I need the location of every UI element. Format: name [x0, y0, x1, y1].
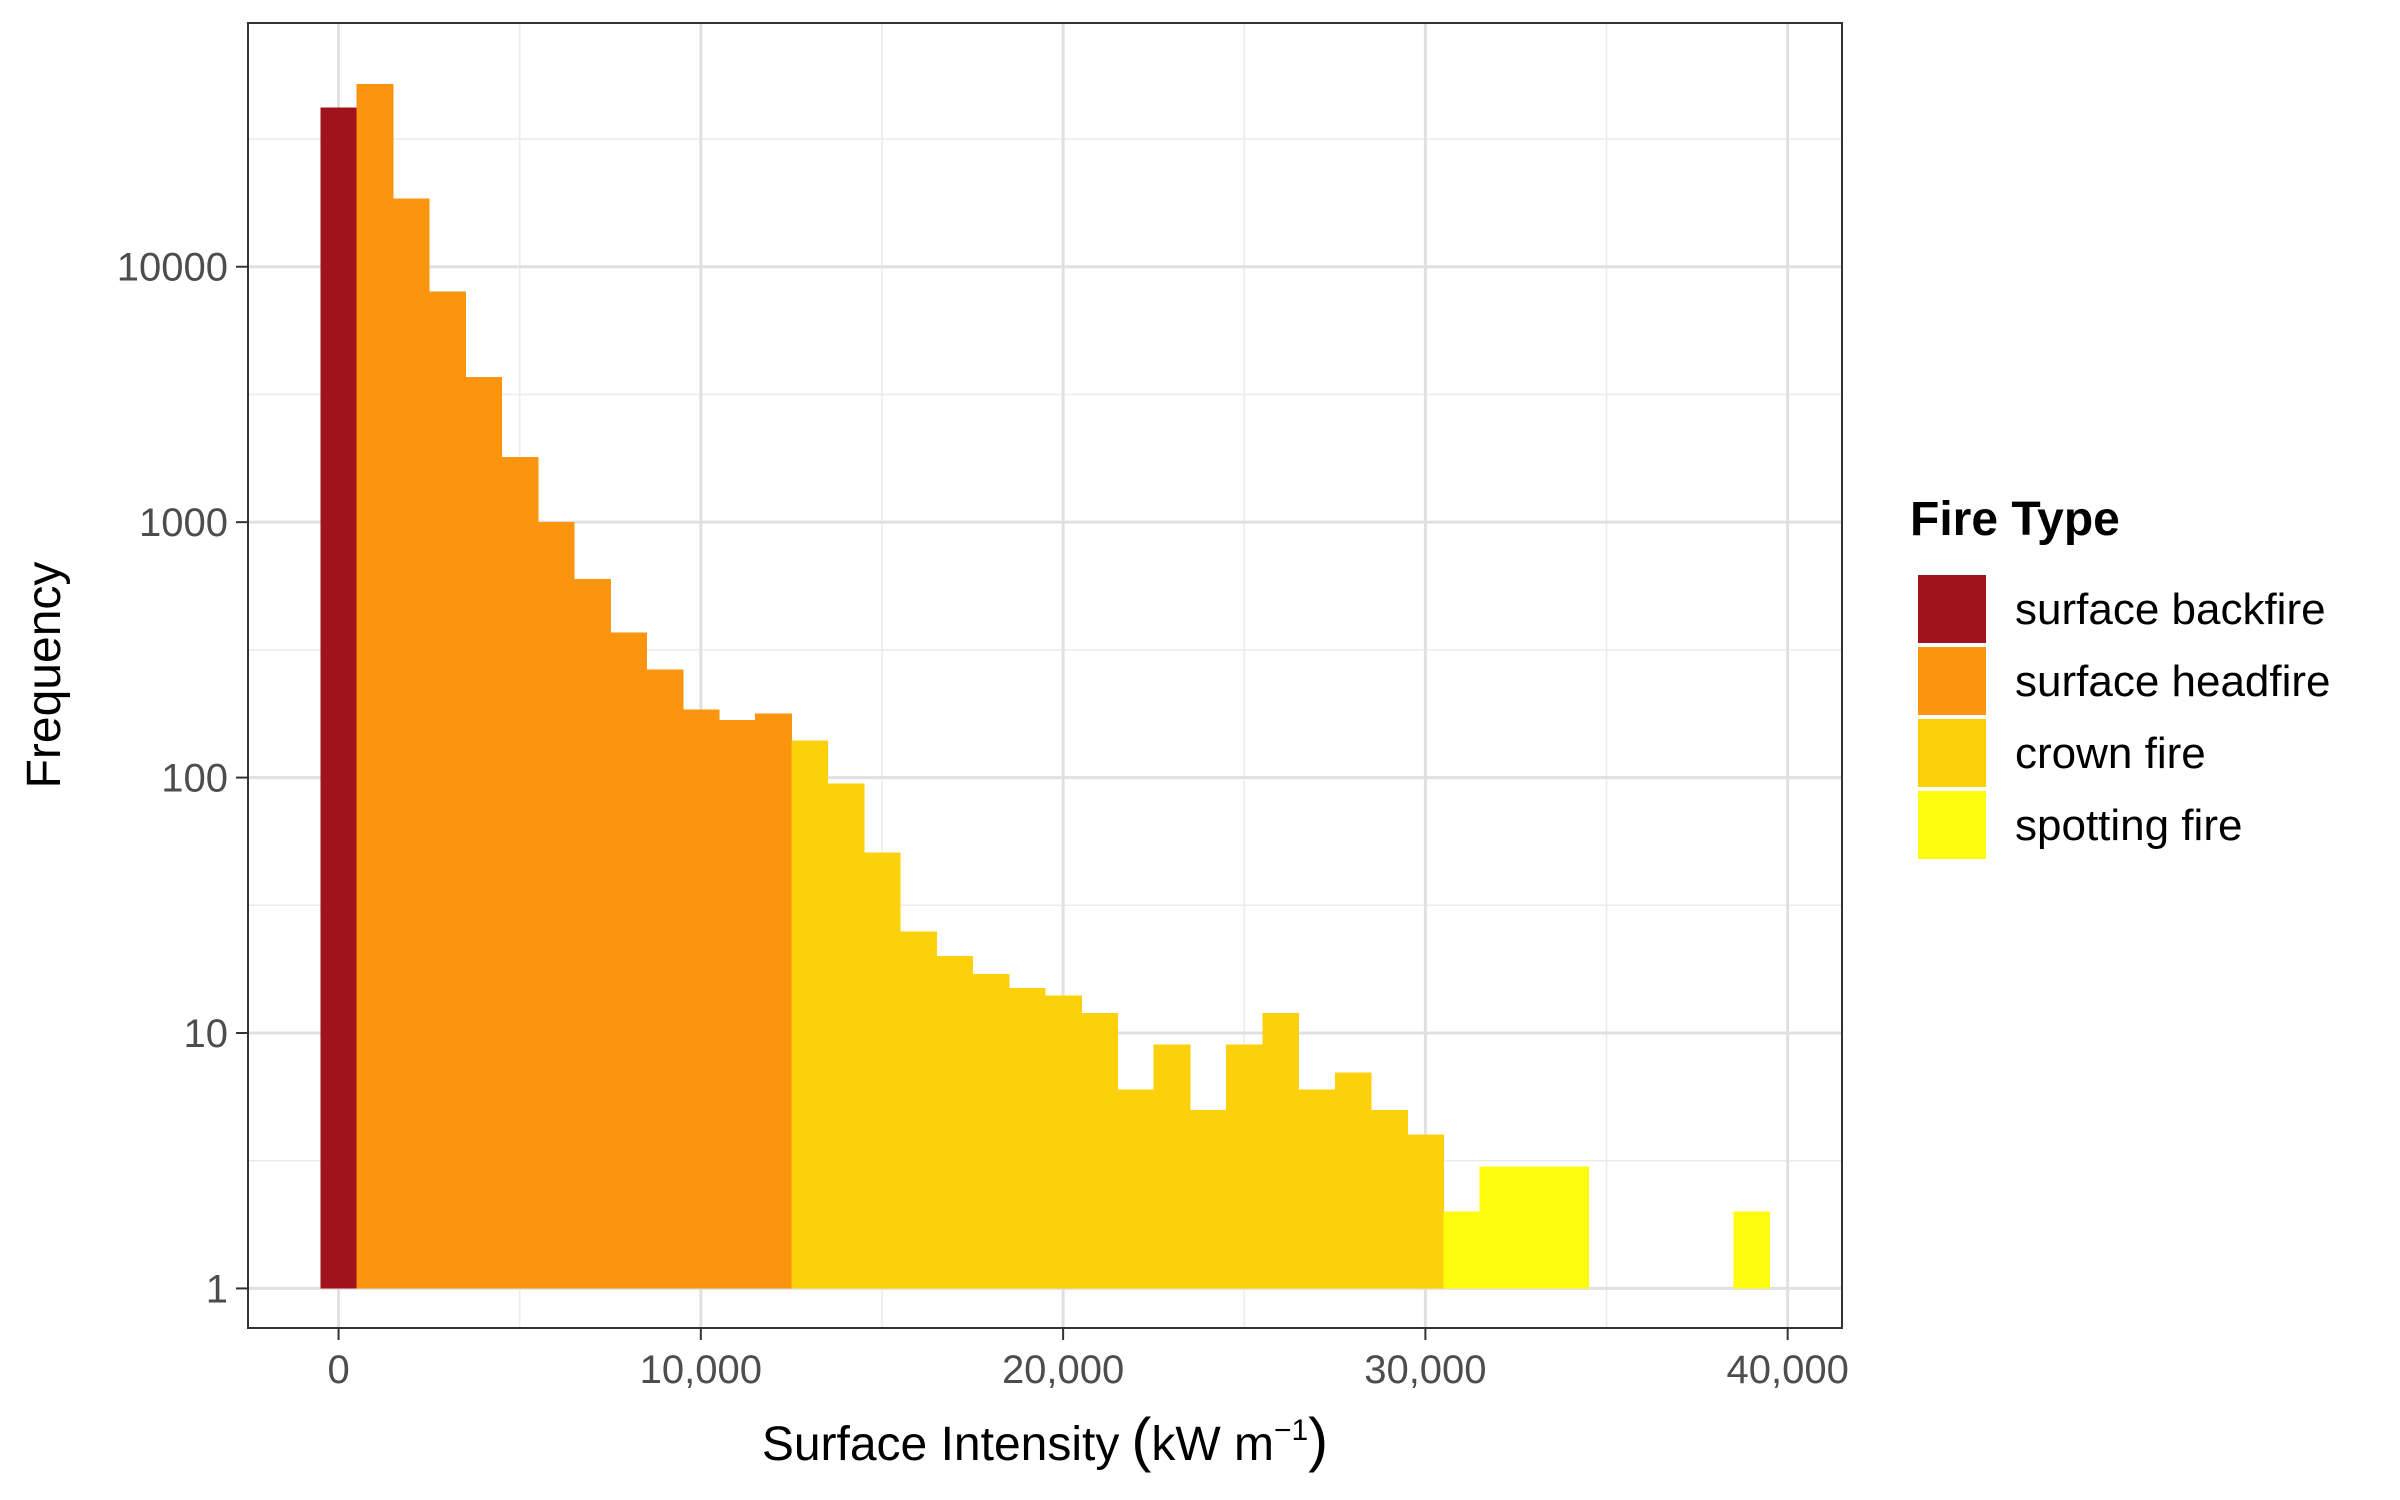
histogram-bar — [646, 669, 684, 1289]
histogram-bar — [356, 83, 394, 1289]
histogram-bar — [791, 740, 829, 1289]
x-axis-unit-open-paren: ( — [1131, 1406, 1151, 1473]
legend-swatch — [1918, 719, 1986, 787]
histogram-bar — [972, 974, 1010, 1289]
x-tick-label: 10,000 — [640, 1348, 762, 1392]
histogram-bar — [900, 931, 937, 1289]
histogram-bar — [320, 107, 358, 1289]
y-tick-label: 10 — [184, 1012, 229, 1056]
histogram-bar — [1298, 1089, 1336, 1289]
histogram-bar — [1081, 1012, 1119, 1289]
histogram-bar — [1515, 1166, 1553, 1289]
histogram-bar — [465, 377, 503, 1289]
x-axis: 0 10,000 20,000 30,000 40,000 — [327, 1328, 1849, 1392]
legend-title: Fire Type — [1910, 493, 2120, 546]
legend-swatch — [1918, 791, 1986, 859]
x-axis-unit-close-paren: ) — [1308, 1406, 1328, 1473]
x-axis-unit-text: kW m — [1151, 1418, 1274, 1471]
legend-label: surface headfire — [2015, 657, 2331, 706]
histogram-bar — [1262, 1012, 1300, 1289]
histogram-bar — [1153, 1044, 1191, 1289]
minor-grid — [248, 23, 1842, 1328]
histogram-bar — [1117, 1089, 1155, 1289]
histogram-bar — [1407, 1134, 1445, 1289]
histogram-bar — [1552, 1166, 1590, 1289]
y-axis: 1 10 100 1000 10000 — [117, 246, 248, 1311]
histogram-bar — [863, 852, 901, 1289]
x-tick-label: 40,000 — [1726, 1348, 1848, 1392]
x-tick-label: 0 — [327, 1348, 349, 1392]
histogram-bar — [1733, 1211, 1771, 1289]
histogram-bar — [1334, 1072, 1372, 1289]
legend: Fire Type surface backfire surface headfi… — [1910, 493, 2331, 859]
histogram-bar — [718, 720, 756, 1289]
histogram-bar — [501, 456, 539, 1289]
histogram-bar — [537, 522, 575, 1289]
histogram-bar — [682, 709, 720, 1289]
histogram-bars — [320, 83, 1771, 1289]
legend-swatch — [1918, 575, 1986, 643]
legend-label: crown fire — [2015, 729, 2206, 778]
y-tick-label: 10000 — [117, 246, 228, 290]
x-axis-unit-exponent: −1 — [1274, 1414, 1308, 1447]
legend-swatch — [1918, 647, 1986, 715]
legend-label: spotting fire — [2015, 801, 2242, 850]
histogram-bar — [936, 956, 974, 1289]
plot-panel-border — [247, 22, 1843, 1329]
histogram-bar — [827, 783, 865, 1289]
histogram-bar — [1008, 988, 1046, 1289]
histogram-bar — [1045, 995, 1082, 1289]
y-tick-label: 1 — [206, 1267, 228, 1311]
histogram-bar — [429, 291, 466, 1289]
histogram-bar — [755, 713, 793, 1289]
y-axis-title: Frequency — [18, 562, 71, 789]
legend-label: surface backfire — [2015, 585, 2326, 634]
y-tick-label: 100 — [161, 757, 228, 801]
y-tick-label: 1000 — [139, 501, 228, 545]
histogram-bar — [1371, 1109, 1408, 1289]
x-tick-label: 30,000 — [1364, 1348, 1486, 1392]
histogram-bar — [1226, 1044, 1263, 1289]
histogram-bar — [574, 578, 611, 1289]
x-axis-title: Surface Intensity (kW m−1) — [762, 1406, 1328, 1473]
x-axis-title-text: Surface Intensity — [762, 1418, 1120, 1471]
histogram-bar — [610, 632, 648, 1289]
x-tick-label: 20,000 — [1002, 1348, 1124, 1392]
histogram-bar — [1189, 1109, 1227, 1289]
histogram-bar — [1443, 1211, 1481, 1289]
histogram-bar — [392, 198, 430, 1289]
histogram-bar — [1479, 1166, 1517, 1289]
